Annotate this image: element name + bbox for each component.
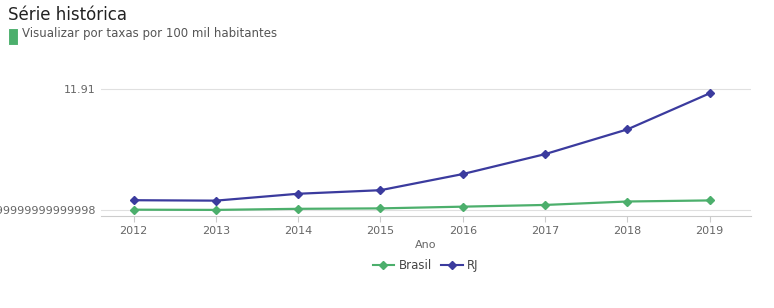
Legend: Brasil, RJ: Brasil, RJ bbox=[368, 254, 484, 277]
X-axis label: Ano: Ano bbox=[415, 240, 437, 250]
Text: Série histórica: Série histórica bbox=[8, 6, 127, 24]
Text: Visualizar por taxas por 100 mil habitantes: Visualizar por taxas por 100 mil habitan… bbox=[22, 26, 277, 40]
